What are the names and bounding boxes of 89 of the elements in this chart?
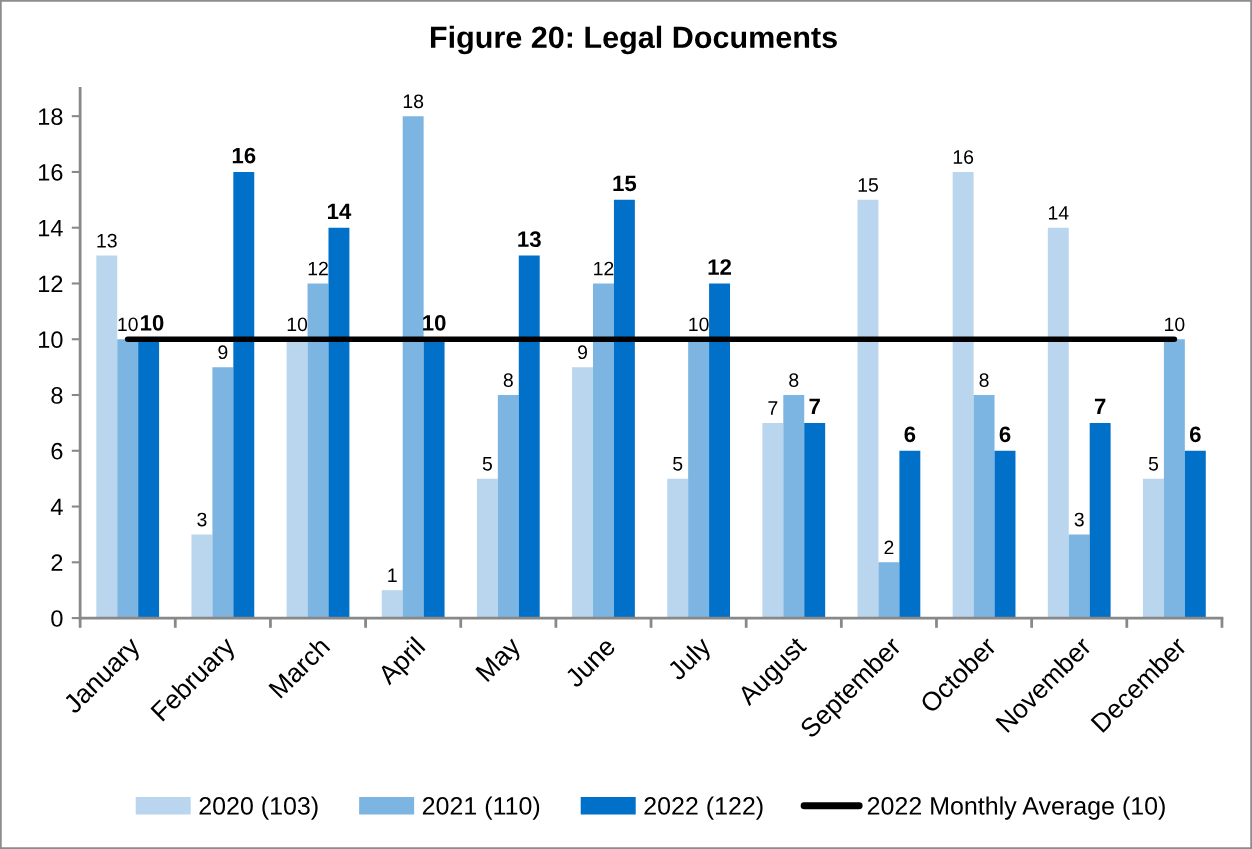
bar	[423, 339, 445, 619]
data-label: 5	[482, 457, 492, 471]
y-tick-label: 0	[51, 610, 63, 627]
data-label: 14	[1048, 206, 1069, 220]
bar	[212, 367, 234, 619]
bar	[307, 283, 329, 619]
data-label: 12	[308, 261, 328, 276]
bar	[1068, 534, 1090, 619]
x-tick-label: May	[475, 635, 526, 686]
data-label: 9	[218, 345, 228, 360]
data-label: 8	[503, 373, 513, 387]
data-label: 10	[689, 317, 709, 332]
y-tick-label: 4	[50, 498, 63, 516]
bar	[518, 255, 540, 619]
bar	[572, 367, 593, 619]
data-label: 3	[1074, 512, 1084, 527]
bar	[899, 450, 921, 619]
legend-label: 2021 (110)	[422, 796, 540, 820]
bar	[476, 478, 498, 619]
data-label: 6	[999, 426, 1011, 443]
bar	[497, 395, 519, 619]
data-label: 15	[613, 175, 637, 192]
y-tick-label: 14	[39, 220, 63, 237]
data-label: 13	[97, 233, 117, 248]
bar	[613, 199, 635, 619]
data-label: 7	[1094, 398, 1106, 415]
data-label: 1	[388, 568, 397, 582]
data-label: 10	[118, 317, 138, 332]
bar	[1142, 478, 1164, 619]
data-label: 5	[673, 457, 683, 471]
data-label: 2	[884, 540, 894, 555]
data-label: 8	[979, 373, 989, 387]
data-label: 7	[768, 401, 778, 415]
y-tick-label: 16	[39, 164, 63, 181]
legend-label: 2020 (103)	[199, 796, 318, 820]
data-label: 15	[858, 178, 878, 192]
bar	[762, 422, 784, 619]
data-label: 10	[423, 314, 446, 331]
data-label: 10	[141, 314, 164, 331]
data-label: 9	[578, 345, 588, 360]
data-label: 16	[232, 147, 256, 164]
bar	[1163, 339, 1185, 619]
y-tick-label: 10	[39, 331, 63, 349]
bar	[381, 590, 403, 619]
chart-title: Figure 20: Legal Documents	[430, 25, 837, 55]
bar	[286, 339, 308, 619]
bar	[688, 339, 710, 619]
y-tick-label: 6	[51, 442, 63, 460]
bar	[117, 339, 139, 619]
data-label: 6	[904, 426, 916, 443]
bar	[857, 199, 879, 619]
bar	[96, 255, 118, 619]
data-label: 8	[789, 373, 799, 387]
bar	[328, 227, 350, 619]
bar	[1089, 422, 1111, 619]
bar	[994, 450, 1016, 619]
bar	[804, 422, 826, 619]
y-tick-label: 12	[39, 275, 63, 293]
data-label: 18	[403, 94, 424, 109]
data-label: 5	[1148, 457, 1159, 471]
bar	[709, 283, 731, 619]
data-label: 7	[809, 398, 820, 415]
x-tick-label: July	[665, 634, 716, 686]
bar	[402, 116, 424, 619]
bar	[783, 395, 805, 619]
bar	[233, 171, 255, 619]
bar	[138, 339, 160, 619]
bar	[667, 478, 689, 619]
bar	[191, 534, 213, 619]
bar	[1047, 227, 1069, 619]
data-label: 3	[197, 512, 207, 527]
legend-label: 2022 Monthly Average (10)	[867, 796, 1165, 820]
data-label: 13	[518, 231, 541, 248]
y-tick-label: 8	[51, 387, 63, 404]
y-tick-label: 2	[51, 554, 63, 571]
bar	[878, 562, 900, 619]
data-label: 16	[953, 150, 974, 164]
legend-label: 2022 (122)	[644, 796, 763, 820]
data-label: 10	[1165, 317, 1185, 332]
data-label: 10	[287, 317, 308, 332]
data-label: 12	[594, 261, 614, 276]
bar	[1184, 450, 1206, 619]
y-tick-label: 18	[39, 108, 63, 125]
data-label: 14	[327, 203, 352, 219]
bar	[973, 395, 995, 619]
bar	[952, 171, 974, 619]
bar	[593, 283, 614, 619]
data-label: 12	[708, 259, 732, 275]
data-label: 6	[1189, 426, 1201, 443]
